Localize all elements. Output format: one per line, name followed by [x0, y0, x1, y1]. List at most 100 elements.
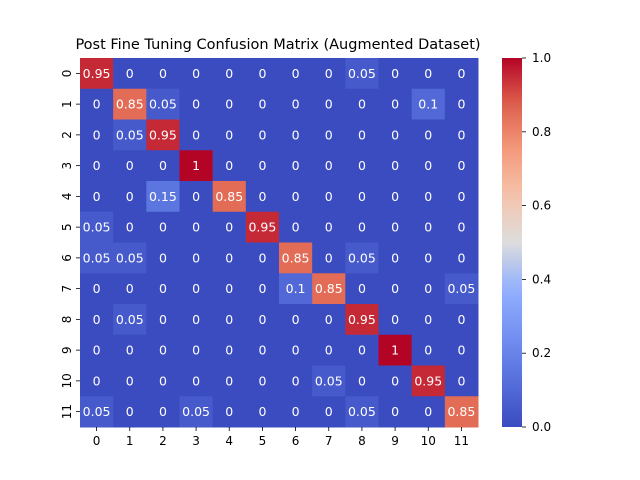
colorbar-tick-label: 0.0 — [532, 420, 551, 434]
y-tick-label: 3 — [60, 162, 74, 170]
cell-label-0-11: 0 — [457, 66, 465, 81]
cell-label-1-11: 0 — [457, 97, 465, 112]
heatmap-cell-3-10 — [411, 150, 446, 182]
heatmap-cell-3-7 — [312, 150, 346, 182]
cell-label-0-3: 0 — [192, 66, 200, 81]
y-tick-label: 11 — [60, 404, 74, 419]
cell-label-10-6: 0 — [292, 373, 300, 388]
heatmap-cell-6-5 — [245, 242, 280, 274]
heatmap-cell-2-1 — [113, 119, 147, 151]
cell-label-7-11: 0.05 — [447, 281, 475, 296]
cell-label-4-3: 0 — [192, 189, 200, 204]
cell-label-5-10: 0 — [424, 220, 432, 235]
cell-label-11-9: 0 — [391, 404, 399, 419]
heatmap-cell-8-3 — [179, 304, 214, 336]
heatmap-cell-2-11 — [444, 119, 479, 151]
y-tick-label: 9 — [60, 346, 74, 354]
x-tick-label: 2 — [159, 434, 167, 448]
heatmap-cell-6-1 — [113, 242, 147, 274]
heatmap-cell-1-2 — [146, 88, 180, 120]
cell-label-9-9: 1 — [391, 343, 399, 358]
cell-label-8-11: 0 — [457, 312, 465, 327]
cell-label-5-4: 0 — [225, 220, 233, 235]
heatmap-cell-2-9 — [378, 119, 413, 151]
heatmap-cell-0-4 — [212, 58, 247, 90]
heatmap-cell-10-3 — [179, 365, 214, 397]
heatmap-cell-7-9 — [378, 273, 413, 305]
cell-label-8-7: 0 — [325, 312, 333, 327]
cell-label-11-2: 0 — [159, 404, 167, 419]
cell-label-2-3: 0 — [192, 127, 200, 142]
cell-label-1-5: 0 — [258, 97, 266, 112]
cell-label-3-10: 0 — [424, 158, 432, 173]
y-tick-label: 5 — [60, 223, 74, 231]
heatmap-cell-5-8 — [345, 211, 379, 243]
cell-label-6-7: 0 — [325, 250, 333, 265]
heatmap-cell-11-6 — [279, 396, 313, 428]
cell-label-6-5: 0 — [258, 250, 266, 265]
cell-label-0-9: 0 — [391, 66, 399, 81]
cell-label-4-4: 0.85 — [215, 189, 243, 204]
cell-label-9-11: 0 — [457, 343, 465, 358]
heatmap-cell-6-10 — [411, 242, 446, 274]
heatmap-cell-8-2 — [146, 304, 180, 336]
heatmap-cell-0-11 — [444, 58, 479, 90]
y-tick-label: 0 — [60, 70, 74, 78]
cell-label-3-1: 0 — [126, 158, 134, 173]
heatmap-cell-9-8 — [345, 334, 379, 366]
cell-label-1-9: 0 — [391, 97, 399, 112]
cell-label-11-8: 0.05 — [348, 404, 376, 419]
cell-label-7-4: 0 — [225, 281, 233, 296]
cell-label-1-4: 0 — [225, 97, 233, 112]
cell-label-8-9: 0 — [391, 312, 399, 327]
x-tick-label: 11 — [454, 434, 469, 448]
cell-label-10-7: 0.05 — [315, 373, 343, 388]
heatmap-cell-7-0 — [80, 273, 114, 305]
heatmap-cell-0-2 — [146, 58, 180, 90]
colorbar-tick-label: 0.8 — [532, 125, 551, 139]
cell-label-11-0: 0.05 — [83, 404, 111, 419]
cell-label-3-9: 0 — [391, 158, 399, 173]
heatmap-cell-9-6 — [279, 334, 313, 366]
heatmap-cell-10-2 — [146, 365, 180, 397]
cell-label-11-1: 0 — [126, 404, 134, 419]
colorbar — [502, 58, 522, 427]
heatmap-cell-11-10 — [411, 396, 446, 428]
heatmap-cell-4-11 — [444, 181, 479, 213]
heatmap-cell-11-3 — [179, 396, 214, 428]
cell-label-9-0: 0 — [93, 343, 101, 358]
cell-label-2-8: 0 — [358, 127, 366, 142]
heatmap-cell-10-10 — [411, 365, 446, 397]
heatmap-cell-9-1 — [113, 334, 147, 366]
heatmap-cell-5-1 — [113, 211, 147, 243]
heatmap-cell-4-2 — [146, 181, 180, 213]
cell-label-1-2: 0.05 — [149, 97, 177, 112]
cell-label-6-11: 0 — [457, 250, 465, 265]
cell-label-4-5: 0 — [258, 189, 266, 204]
cell-label-0-4: 0 — [225, 66, 233, 81]
cell-label-4-7: 0 — [325, 189, 333, 204]
cell-label-6-10: 0 — [424, 250, 432, 265]
heatmap-cell-9-5 — [245, 334, 280, 366]
cell-label-9-7: 0 — [325, 343, 333, 358]
cell-label-4-6: 0 — [292, 189, 300, 204]
cell-label-1-0: 0 — [93, 97, 101, 112]
cell-label-3-11: 0 — [457, 158, 465, 173]
heatmap-cell-0-3 — [179, 58, 214, 90]
cell-label-7-8: 0 — [358, 281, 366, 296]
heatmap-cell-10-9 — [378, 365, 413, 397]
heatmap-cell-4-8 — [345, 181, 379, 213]
heatmap-cell-2-6 — [279, 119, 313, 151]
cell-label-10-9: 0 — [391, 373, 399, 388]
cell-label-11-11: 0.85 — [447, 404, 475, 419]
cell-label-1-8: 0 — [358, 97, 366, 112]
x-tick-label: 9 — [391, 434, 399, 448]
x-tick-label: 3 — [192, 434, 200, 448]
cell-label-7-9: 0 — [391, 281, 399, 296]
heatmap-cell-9-11 — [444, 334, 479, 366]
heatmap-cell-4-0 — [80, 181, 114, 213]
cell-label-8-5: 0 — [258, 312, 266, 327]
heatmap-cell-1-4 — [212, 88, 247, 120]
heatmap-cell-11-2 — [146, 396, 180, 428]
cell-label-4-1: 0 — [126, 189, 134, 204]
